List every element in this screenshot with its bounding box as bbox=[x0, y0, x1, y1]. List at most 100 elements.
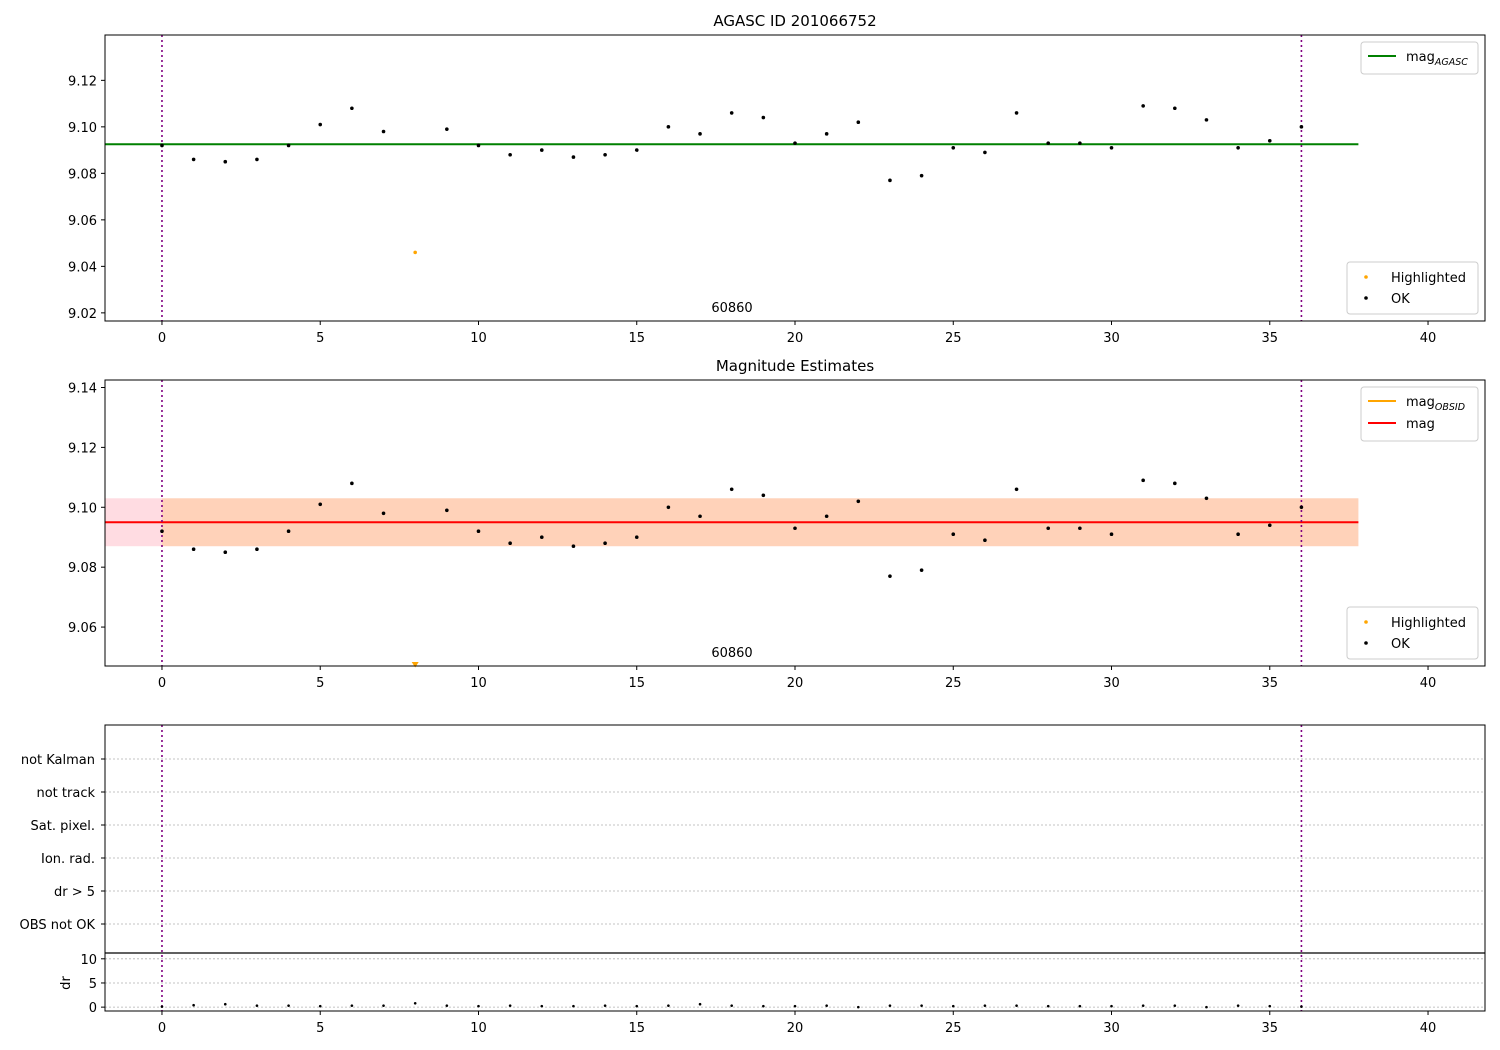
ok-point bbox=[793, 141, 797, 145]
ok-point bbox=[1109, 145, 1114, 150]
ok-point bbox=[571, 544, 576, 549]
y-tick-label: 9.04 bbox=[68, 260, 97, 275]
y-tick-label: 9.08 bbox=[68, 561, 97, 576]
x-tick-label: 30 bbox=[1103, 676, 1120, 691]
dr-point bbox=[1110, 1004, 1113, 1008]
legend-point-swatch bbox=[1364, 641, 1368, 645]
legend-box bbox=[1360, 41, 1479, 75]
ok-point bbox=[318, 502, 323, 507]
flags-and-dr-panel: not Kalman not track Sat. pixel. Ion. rad. d… bbox=[20, 724, 1486, 1036]
ok-point bbox=[698, 514, 702, 519]
y-tick-label: 9.06 bbox=[68, 214, 97, 229]
ok-point bbox=[476, 143, 481, 148]
ok-point bbox=[729, 111, 734, 115]
legend-point-swatch bbox=[1364, 296, 1368, 300]
x-tick-label: 10 bbox=[470, 676, 487, 691]
axes-frame bbox=[104, 34, 1486, 322]
x-tick-label: 30 bbox=[1103, 331, 1120, 346]
dr-point bbox=[572, 1004, 575, 1008]
line-legend: magAGASC bbox=[1360, 41, 1479, 75]
ok-point bbox=[508, 152, 512, 157]
dr-point bbox=[603, 1004, 607, 1007]
flag-label: OBS not OK bbox=[20, 918, 96, 933]
x-tick-label: 20 bbox=[787, 1021, 804, 1036]
ok-point bbox=[1141, 104, 1145, 108]
x-tick-label: 25 bbox=[945, 1021, 962, 1036]
legend-point-label: OK bbox=[1391, 637, 1410, 652]
ok-point bbox=[1109, 532, 1114, 537]
flag-label: Ion. rad. bbox=[41, 852, 95, 867]
y-tick-label: 9.12 bbox=[68, 74, 97, 89]
y-tick-label: 9.12 bbox=[68, 441, 97, 456]
axes-frame bbox=[104, 724, 1486, 1012]
ok-point bbox=[919, 568, 924, 572]
ok-point bbox=[1046, 526, 1051, 531]
panel-title: AGASC ID 201066752 bbox=[713, 12, 876, 30]
ok-point bbox=[761, 115, 766, 120]
ok-point bbox=[983, 150, 987, 155]
dr-point bbox=[983, 1004, 987, 1007]
ok-point bbox=[255, 547, 259, 552]
ok-point bbox=[1046, 141, 1051, 145]
dr-point bbox=[888, 1004, 892, 1007]
x-tick-label: 10 bbox=[470, 1021, 487, 1036]
ok-point bbox=[1299, 505, 1304, 510]
x-tick-label: 15 bbox=[628, 1021, 645, 1036]
x-tick-label: 0 bbox=[158, 331, 166, 346]
ok-point bbox=[888, 574, 892, 578]
dr-point bbox=[477, 1004, 480, 1008]
legend-point-label: Highlighted bbox=[1391, 616, 1466, 631]
ok-point bbox=[856, 499, 861, 504]
legend-point-label: OK bbox=[1391, 292, 1410, 307]
ok-point bbox=[666, 505, 671, 510]
ok-point bbox=[1204, 118, 1209, 122]
ok-point bbox=[476, 529, 481, 534]
x-tick-label: 0 bbox=[158, 676, 166, 691]
x-tick-label: 5 bbox=[316, 1021, 324, 1036]
dr-point bbox=[857, 1005, 860, 1009]
ok-point bbox=[793, 526, 797, 531]
legend-line-subscript: OBSID bbox=[1435, 402, 1465, 413]
ok-point bbox=[951, 532, 956, 537]
ok-point bbox=[666, 125, 671, 129]
ok-point bbox=[634, 535, 639, 540]
ok-point bbox=[350, 106, 354, 111]
y-tick-label: 9.10 bbox=[68, 501, 97, 516]
y-tick-label: 9.10 bbox=[68, 121, 97, 136]
dr-point bbox=[1236, 1004, 1240, 1007]
x-tick-label: 25 bbox=[945, 676, 962, 691]
dr-point bbox=[730, 1004, 733, 1007]
dr-point bbox=[1300, 1005, 1303, 1008]
ok-point bbox=[634, 148, 639, 152]
dr-point bbox=[413, 1001, 417, 1005]
ok-point bbox=[1078, 526, 1082, 531]
ok-point bbox=[1078, 141, 1082, 145]
highlighted-point bbox=[411, 662, 419, 668]
ok-point bbox=[1173, 481, 1177, 486]
ok-point bbox=[1014, 111, 1019, 115]
ok-point bbox=[919, 173, 924, 178]
ok-point bbox=[951, 145, 956, 150]
dr-point bbox=[825, 1004, 828, 1007]
ok-point bbox=[539, 535, 544, 540]
ok-point bbox=[445, 127, 449, 131]
dr-point bbox=[635, 1004, 639, 1008]
ok-point bbox=[160, 529, 164, 534]
x-tick-label: 15 bbox=[628, 676, 645, 691]
legend-point-label: Highlighted bbox=[1391, 271, 1466, 286]
ok-point bbox=[761, 493, 766, 498]
legend-box bbox=[1346, 606, 1479, 660]
legend-line-label: mag bbox=[1406, 417, 1435, 432]
ok-point bbox=[350, 481, 354, 486]
dr-point bbox=[160, 1005, 164, 1008]
y-tick-label: 9.08 bbox=[68, 167, 97, 182]
ok-point bbox=[729, 487, 734, 492]
flag-label: dr > 5 bbox=[54, 885, 95, 900]
ok-point bbox=[1267, 523, 1272, 528]
obsid-annotation: 60860 bbox=[711, 301, 752, 316]
ok-point bbox=[160, 143, 164, 148]
legend-point-swatch bbox=[1364, 275, 1368, 279]
ok-point bbox=[255, 157, 259, 162]
dr-point bbox=[1015, 1004, 1018, 1007]
